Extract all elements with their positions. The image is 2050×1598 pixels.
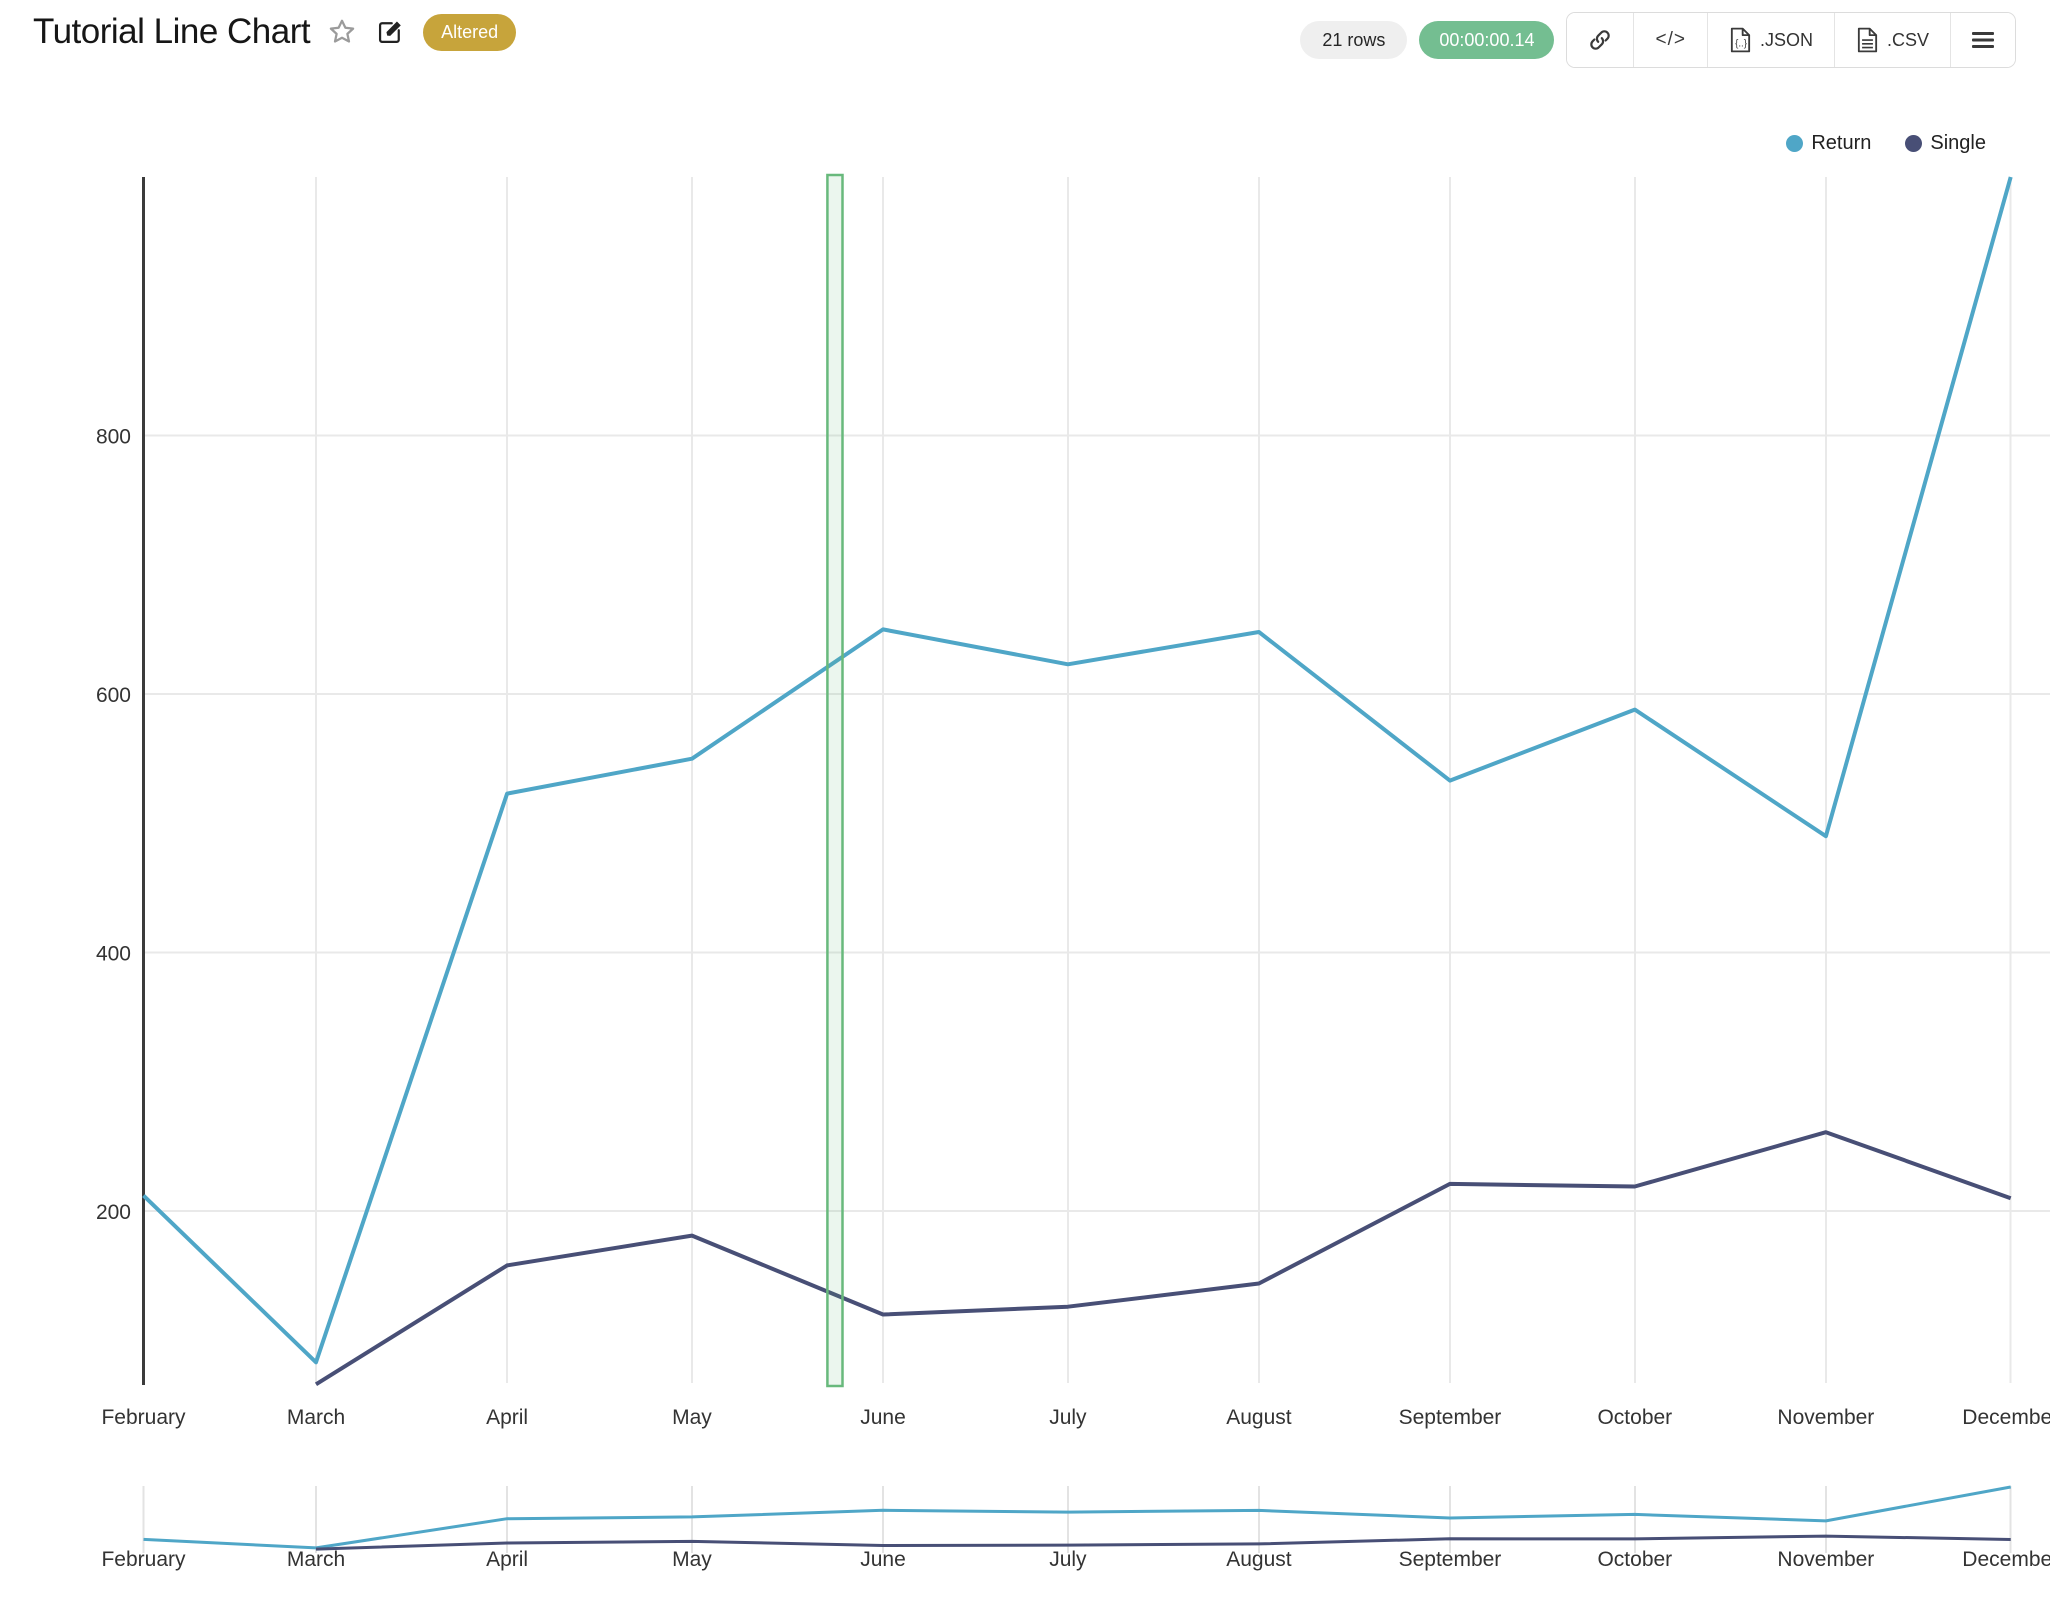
embed-button[interactable]: </> [1633, 13, 1707, 67]
download-json-button[interactable]: {..} .JSON [1706, 13, 1834, 67]
x-tick-label: March [287, 1406, 345, 1429]
star-outline-icon [329, 19, 355, 43]
rangeslider-x-label: November [1777, 1548, 1874, 1571]
header: Tutorial Line Chart Altered [33, 12, 517, 52]
status-badge: Altered [423, 13, 517, 51]
legend-item-single[interactable]: Single [1905, 132, 1986, 155]
edit-button[interactable] [374, 16, 406, 48]
chart-legend: Return Single [1786, 132, 1986, 155]
x-tick-label: November [1777, 1406, 1874, 1429]
rangeslider-x-label: August [1226, 1548, 1292, 1571]
x-tick-label: October [1597, 1406, 1672, 1429]
rangeslider-x-label: December [1962, 1548, 2050, 1571]
code-icon: </> [1655, 29, 1686, 50]
more-menu-button[interactable] [1950, 13, 2015, 67]
x-tick-label: February [101, 1406, 186, 1429]
rangeslider-x-label: May [672, 1548, 712, 1571]
row-count-pill: 21 rows [1300, 21, 1408, 59]
y-tick-label: 600 [96, 684, 131, 707]
x-tick-label: September [1399, 1406, 1502, 1429]
csv-label: .CSV [1886, 29, 1929, 50]
svg-text:{..}: {..} [1735, 39, 1748, 50]
legend-label-single: Single [1930, 132, 1986, 154]
rangeslider-x-label: February [101, 1548, 186, 1571]
single-line [314, 1130, 2012, 1386]
x-tick-label: April [486, 1406, 528, 1429]
single-series-dot [1905, 135, 1923, 152]
x-tick-label: December [1962, 1406, 2050, 1429]
file-json-icon: {..} [1730, 27, 1751, 53]
y-tick-label: 400 [96, 943, 131, 966]
return-series-dot [1786, 135, 1804, 152]
rangeslider-x-label: October [1597, 1548, 1672, 1571]
json-label: .JSON [1759, 29, 1813, 50]
y-tick-label: 800 [96, 426, 131, 449]
rangeslider-single-line [315, 1534, 2011, 1551]
page-title: Tutorial Line Chart [33, 12, 311, 51]
x-tick-label: July [1049, 1406, 1087, 1429]
share-link-button[interactable] [1567, 13, 1634, 67]
file-lines-icon [1857, 27, 1878, 53]
query-duration-pill: 00:00:00.14 [1419, 21, 1555, 59]
legend-item-return[interactable]: Return [1786, 132, 1871, 155]
favorite-button[interactable] [325, 15, 359, 49]
hamburger-icon [1972, 32, 1994, 48]
legend-label-return: Return [1811, 132, 1872, 154]
return-line [142, 176, 2013, 1365]
link-icon [1590, 30, 1611, 50]
x-tick-label: August [1226, 1406, 1292, 1429]
y-tick-label: 200 [96, 1201, 131, 1224]
rangeslider-x-label: March [287, 1548, 345, 1571]
x-tick-label: June [860, 1406, 906, 1429]
rangeslider-x-label: September [1399, 1548, 1502, 1571]
download-csv-button[interactable]: .CSV [1833, 13, 1950, 67]
x-tick-label: May [672, 1406, 712, 1429]
export-button-group: </> {..} .JSON .CSV [1566, 12, 2016, 68]
highlight-band[interactable] [826, 173, 844, 1388]
rangeslider[interactable] [144, 1486, 2050, 1553]
pencil-square-icon [379, 21, 401, 44]
rangeslider-return-line [143, 1485, 2011, 1550]
rangeslider-x-label: June [860, 1548, 906, 1571]
rangeslider-x-label: July [1049, 1548, 1087, 1571]
toolbar: 21 rows 00:00:00.14 </> {..} [1300, 12, 2016, 68]
rangeslider-x-label: April [486, 1548, 528, 1571]
